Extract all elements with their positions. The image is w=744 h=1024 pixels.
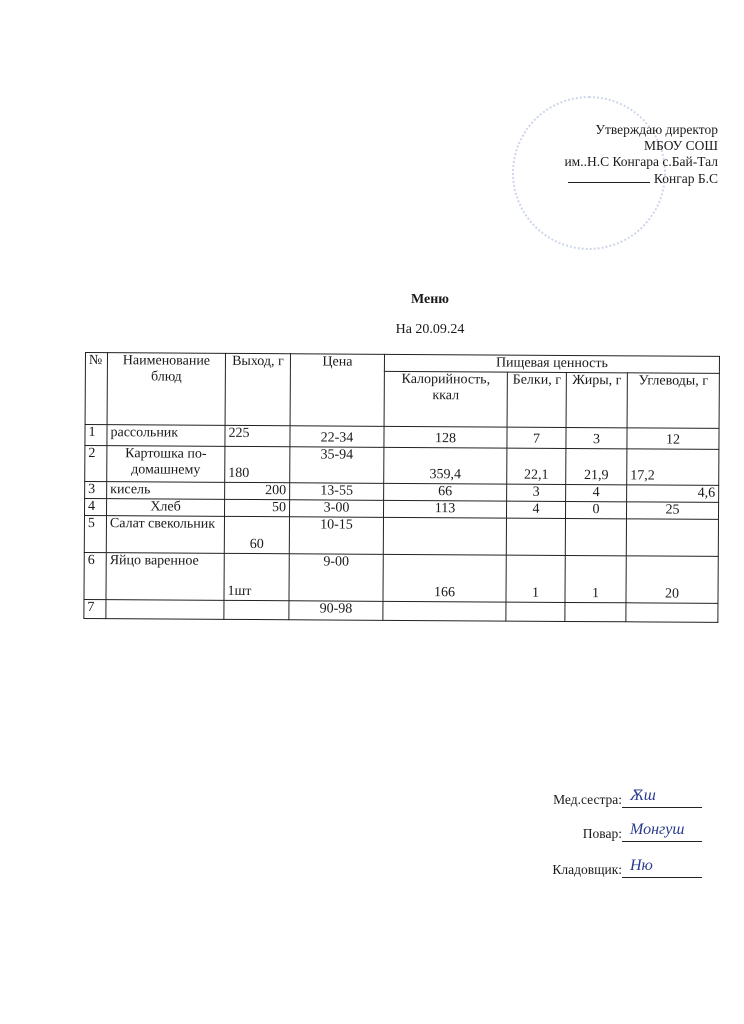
cell-protein	[506, 518, 566, 556]
signature-storekeeper: Кладовщик: Ню	[552, 857, 702, 878]
cell-fat	[565, 518, 627, 556]
cell-num: 1	[84, 424, 108, 446]
cell-num: 4	[84, 498, 107, 516]
header-calories: Калорийность, ккал	[384, 371, 508, 428]
approval-line: МБОУ СОШ	[644, 138, 718, 153]
cell-protein: 4	[506, 501, 566, 519]
table-row: 7 90-98	[83, 599, 718, 623]
cell-name: Яйцо варенное	[105, 552, 225, 601]
cell-name: Картошка по-домашнему	[106, 445, 225, 483]
cell-carbs: 4,6	[626, 484, 719, 503]
cell-num: 5	[84, 515, 107, 553]
cell-name: кисель	[106, 481, 225, 500]
cell-fat: 0	[565, 501, 627, 519]
cell-carbs: 12	[626, 427, 720, 450]
school-stamp	[512, 96, 666, 250]
cell-protein	[505, 602, 565, 622]
cell-protein: 7	[506, 427, 567, 449]
cell-carbs	[625, 602, 718, 623]
header-name: Наименование блюд	[107, 352, 226, 426]
cell-price: 13-55	[289, 482, 384, 501]
cell-fat: 1	[564, 555, 627, 603]
cell-yield: 200	[224, 482, 290, 500]
cell-name: Хлеб	[106, 498, 225, 517]
handwritten-signature: Монгуш	[630, 821, 685, 838]
cell-carbs: 17,2	[626, 448, 719, 486]
cell-fat	[564, 602, 626, 622]
header-row: № Наименование блюд Выход, г Цена Пищева…	[85, 352, 720, 427]
cell-name	[105, 599, 224, 620]
cell-fat: 4	[565, 484, 627, 502]
approval-block: Утверждаю директор МБОУ СОШ им..Н.С Конг…	[564, 122, 718, 187]
cell-carbs: 25	[626, 501, 719, 520]
cell-fat: 3	[565, 427, 628, 449]
table-row: 6 Яйцо варенное 1шт 9-00 166 1 1 20	[83, 552, 719, 604]
menu-table: № Наименование блюд Выход, г Цена Пищева…	[83, 352, 720, 623]
cell-calories: 359,4	[383, 447, 507, 485]
cell-price: 35-94	[289, 446, 384, 484]
cell-num: 3	[84, 481, 107, 499]
cell-calories: 166	[382, 554, 507, 603]
cell-carbs: 20	[625, 555, 719, 604]
cell-yield: 225	[224, 425, 291, 447]
header-price: Цена	[290, 353, 385, 427]
handwritten-signature: Ню	[630, 857, 653, 874]
cell-yield	[223, 600, 289, 620]
menu-date: На 20.09.24	[395, 322, 465, 337]
cell-protein: 22,1	[506, 448, 566, 485]
header-fat: Жиры, г	[566, 372, 628, 428]
cell-num: 6	[83, 552, 107, 600]
table-row: 2 Картошка по-домашнему 180 35-94 359,4 …	[84, 445, 719, 486]
cell-price: 3-00	[289, 499, 384, 518]
table-row: 5 Салат свекольник 60 10-15	[84, 515, 719, 557]
cell-yield: 50	[224, 499, 290, 517]
handwritten-signature: Ѫш	[630, 787, 656, 804]
cell-calories: 66	[383, 483, 507, 502]
cell-num: 7	[83, 599, 106, 619]
signature-nurse: Мед.сестра: Ѫш	[553, 787, 702, 808]
signature-cook: Повар: Монгуш	[583, 821, 702, 842]
cell-yield: 1шт	[223, 553, 290, 601]
header-yield: Выход, г	[225, 353, 291, 426]
cell-calories	[383, 517, 507, 556]
cell-price: 90-98	[288, 600, 383, 621]
cell-calories: 113	[383, 500, 507, 519]
approval-line: Утверждаю директор	[595, 122, 718, 137]
cell-yield: 60	[224, 516, 290, 554]
header-nutrition: Пищевая ценность	[384, 354, 720, 374]
cell-price: 9-00	[288, 553, 384, 602]
approval-line: им..Н.С Конгара с.Бай-Тал	[564, 154, 718, 169]
cell-num: 2	[84, 445, 107, 482]
header-num: №	[85, 352, 108, 425]
cell-name: рассольник	[106, 424, 226, 447]
cell-carbs	[626, 518, 719, 557]
cell-protein: 3	[506, 484, 566, 502]
cell-calories: 128	[383, 426, 508, 449]
cell-yield: 180	[224, 446, 290, 483]
cell-price: 10-15	[289, 516, 384, 555]
cell-calories	[382, 601, 506, 622]
cell-name: Салат свекольник	[106, 515, 225, 554]
page-title: Меню	[410, 292, 449, 307]
cell-fat: 21,9	[565, 448, 627, 485]
header-carbs: Углеводы, г	[627, 372, 720, 429]
cell-protein: 1	[505, 555, 566, 603]
approval-line: Конгар Б.С	[564, 170, 718, 187]
cell-price: 22-34	[289, 425, 385, 448]
header-protein: Белки, г	[507, 372, 567, 428]
